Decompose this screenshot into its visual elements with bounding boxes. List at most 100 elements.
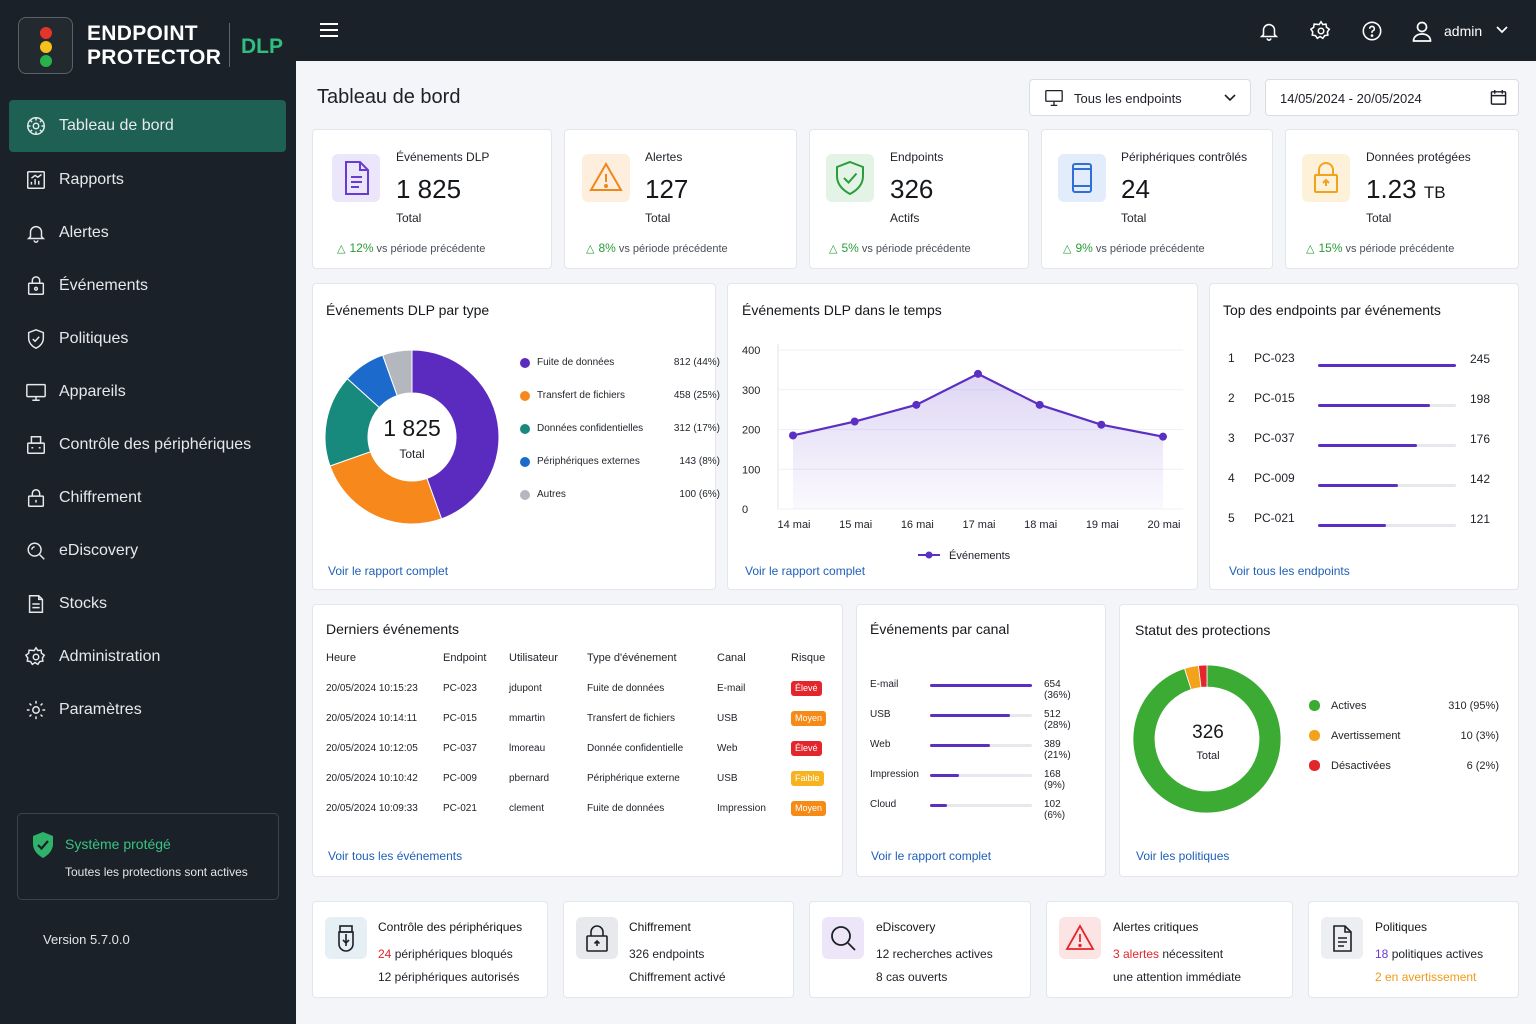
column-header[interactable]: Endpoint	[443, 652, 487, 664]
table-row[interactable]: 20/05/2024 10:12:05 PC-037 lmoreau Donnée c…	[313, 735, 841, 765]
legend-item[interactable]: Transfert de fichiers 458 (25%)	[520, 389, 720, 403]
data-point[interactable]	[1035, 400, 1044, 409]
data-point[interactable]	[912, 400, 921, 409]
sidebar-item-inventory[interactable]: Stocks	[9, 577, 286, 630]
sidebar-item-settings[interactable]: Paramètres	[9, 683, 286, 736]
legend-item[interactable]: Autres 100 (6%)	[520, 488, 720, 502]
sidebar-item-dashboard[interactable]: Tableau de bord	[9, 100, 286, 152]
channel-row[interactable]: Cloud 102 (6%)	[870, 799, 1078, 821]
legend-label[interactable]: Événements	[949, 549, 1011, 562]
endpoint-filter-select[interactable]: Tous les endpoints	[1029, 79, 1251, 116]
top-endpoint-row[interactable]: 5 PC-021 121	[1210, 510, 1520, 532]
kpi-card-alerts[interactable]: Alertes 127 Total △ 8% vs période précéden…	[564, 129, 797, 269]
timeline-report-link[interactable]: Voir le rapport complet	[745, 564, 866, 578]
table-cell: Impression	[717, 803, 766, 814]
sidebar-item-administration[interactable]: Administration	[9, 630, 286, 683]
all-endpoints-link[interactable]: Voir tous les endpoints	[1229, 564, 1350, 578]
channel-bar	[930, 774, 959, 777]
top-endpoint-row[interactable]: 2 PC-015 198	[1210, 390, 1520, 412]
channel-row[interactable]: USB 512 (28%)	[870, 709, 1078, 731]
table-row[interactable]: 20/05/2024 10:10:42 PC-009 pbernard Périphé…	[313, 765, 841, 795]
x-tick-label: 19 mai	[1086, 519, 1119, 531]
chevron-down-icon[interactable]	[1496, 26, 1508, 34]
table-row[interactable]: 20/05/2024 10:09:33 PC-021 clement Fuite de…	[313, 795, 841, 825]
table-row[interactable]: 20/05/2024 10:14:11 PC-015 mmartin Transfer…	[313, 705, 841, 735]
padlock-icon	[576, 917, 618, 959]
all-events-link[interactable]: Voir tous les événements	[328, 849, 463, 863]
sidebar-item-ediscovery[interactable]: eDiscovery	[9, 524, 286, 577]
summary-card-policies[interactable]: Politiques 18 politiques actives 2 en av…	[1308, 901, 1519, 998]
sidebar-item-policies[interactable]: Politiques	[9, 312, 286, 365]
data-point[interactable]	[1097, 420, 1106, 429]
legend-item[interactable]: Périphériques externes 143 (8%)	[520, 455, 720, 469]
legend-item[interactable]: Fuite de données 812 (44%)	[520, 356, 720, 370]
legend-item[interactable]: Avertissement 10 (3%)	[1309, 729, 1499, 743]
policies-link[interactable]: Voir les politiques	[1136, 849, 1230, 863]
endpoint-bar	[1318, 524, 1387, 527]
summary-card-encryption[interactable]: Chiffrement 326 endpoints Chiffrement ac…	[563, 901, 794, 998]
user-menu-name[interactable]: admin	[1444, 23, 1483, 39]
kpi-card-endpoints[interactable]: Endpoints 326 Actifs △ 5% vs période précé…	[809, 129, 1029, 269]
channel-row[interactable]: Impression 168 (9%)	[870, 769, 1078, 791]
donut-slice[interactable]	[329, 451, 443, 525]
date-range-picker[interactable]: 14/05/2024 - 20/05/2024	[1265, 79, 1519, 116]
legend-item[interactable]: Actives 310 (95%)	[1309, 699, 1499, 713]
column-header[interactable]: Heure	[326, 652, 356, 664]
top-endpoint-row[interactable]: 1 PC-023 245	[1210, 350, 1520, 372]
table-row[interactable]: 20/05/2024 10:15:23 PC-023 jdupont Fuite de…	[313, 675, 841, 705]
endpoint-bar	[1318, 364, 1456, 367]
endpoint-rank: 2	[1228, 391, 1235, 405]
kpi-card-protected-data[interactable]: Données protégées 1.23 TB Total △ 15% vs p…	[1285, 129, 1519, 269]
kpi-card-peripherals[interactable]: Périphériques contrôlés 24 Total △ 9% vs p…	[1041, 129, 1273, 269]
summary-card-ediscovery[interactable]: eDiscovery 12 recherches actives 8 cas o…	[809, 901, 1031, 998]
data-point[interactable]	[850, 417, 859, 426]
sidebar-item-peripherals[interactable]: Contrôle des périphériques	[9, 418, 286, 471]
endpoint-value: 121	[1470, 512, 1491, 526]
summary-title: Contrôle des périphériques	[378, 920, 523, 934]
column-header[interactable]: Utilisateur	[509, 652, 558, 664]
channel-row[interactable]: E-mail 654 (36%)	[870, 679, 1078, 701]
sidebar-item-devices[interactable]: Appareils	[9, 365, 286, 418]
donut-slice[interactable]	[1198, 664, 1208, 688]
donut-slice[interactable]	[381, 349, 413, 397]
column-header[interactable]: Canal	[717, 652, 746, 664]
column-header[interactable]: Risque	[791, 652, 826, 664]
events-by-channel-card: Événements par canal E-mail 654 (36%) USB 5…	[856, 604, 1106, 877]
legend-item[interactable]: Désactivées 6 (2%)	[1309, 759, 1499, 773]
type-report-link[interactable]: Voir le rapport complet	[328, 564, 449, 578]
summary-title: Alertes critiques	[1113, 920, 1199, 934]
donut-slice[interactable]	[1132, 664, 1282, 814]
legend-dot	[520, 391, 530, 401]
sidebar-item-reports[interactable]: Rapports	[9, 153, 286, 206]
summary-card-critical-alerts[interactable]: Alertes critiques 3 alertes nécessitent …	[1046, 901, 1293, 998]
channel-value: 654 (36%)	[1044, 679, 1071, 701]
channel-report-link[interactable]: Voir le rapport complet	[871, 849, 992, 863]
channel-bar	[930, 714, 1010, 717]
search-icon	[27, 541, 45, 560]
legend-marker	[925, 551, 933, 559]
kpi-card-dlp-events[interactable]: Événements DLP 1 825 Total △ 12% vs périod…	[312, 129, 552, 269]
data-point[interactable]	[974, 369, 982, 378]
top-endpoint-row[interactable]: 4 PC-009 142	[1210, 470, 1520, 492]
column-header[interactable]: Type d'événement	[587, 652, 677, 664]
brand-logo[interactable]: ENDPOINT PROTECTOR DLP	[18, 17, 286, 75]
sidebar-item-alerts[interactable]: Alertes	[9, 206, 286, 259]
donut-slice[interactable]	[411, 349, 499, 520]
summary-card-peripherals[interactable]: Contrôle des périphériques 24 périphériq…	[312, 901, 548, 998]
endpoint-bar-track	[1318, 524, 1456, 527]
help-icon[interactable]	[1361, 19, 1383, 43]
legend-value: 310 (95%)	[1448, 700, 1499, 712]
data-point[interactable]	[789, 431, 797, 440]
data-point[interactable]	[1159, 432, 1167, 441]
notification-bell-icon[interactable]	[1258, 19, 1280, 43]
sidebar-item-events[interactable]: Événements	[9, 259, 286, 312]
settings-gear-icon[interactable]	[1310, 19, 1332, 43]
trend-up-icon: △	[1306, 243, 1315, 255]
hamburger-menu-icon[interactable]	[319, 22, 339, 38]
top-endpoint-row[interactable]: 3 PC-037 176	[1210, 430, 1520, 452]
channel-row[interactable]: Web 389 (21%)	[870, 739, 1078, 761]
table-cell: USB	[717, 713, 738, 724]
user-avatar-icon[interactable]	[1410, 19, 1434, 43]
sidebar-item-encryption[interactable]: Chiffrement	[9, 471, 286, 524]
legend-item[interactable]: Données confidentielles 312 (17%)	[520, 422, 720, 436]
